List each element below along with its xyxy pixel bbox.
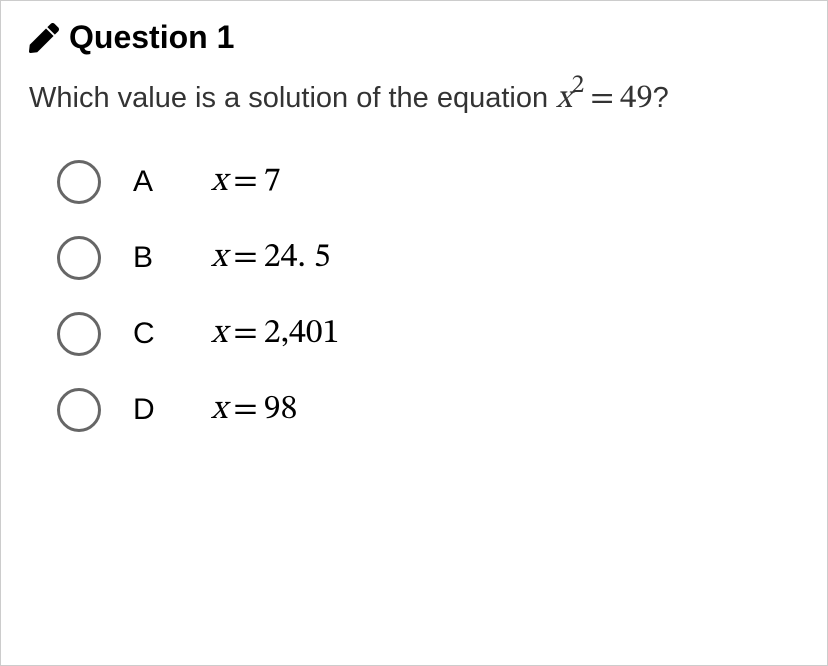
option-value: x=98 (211, 389, 297, 432)
math-variable: x (211, 393, 227, 427)
math-value: 24. 5 (264, 241, 331, 275)
option-letter: A (101, 165, 211, 199)
question-prompt: Which value is a solution of the equatio… (29, 76, 799, 122)
option-letter: B (101, 241, 211, 275)
equation-variable: x (556, 76, 572, 122)
equals-sign: = (227, 165, 263, 199)
equation-exponent: 2 (571, 68, 584, 104)
prompt-text-pre: Which value is a solution of the equatio… (29, 82, 556, 114)
option-a[interactable]: A x=7 (57, 160, 799, 204)
question-title: Question 1 (69, 19, 234, 56)
pencil-icon (29, 23, 59, 53)
radio-button[interactable] (57, 160, 101, 204)
option-value: x=24. 5 (211, 237, 331, 280)
radio-button[interactable] (57, 388, 101, 432)
equals-sign: = (227, 241, 263, 275)
equals-sign: = (227, 317, 263, 351)
radio-button[interactable] (57, 312, 101, 356)
equals-sign: = (227, 393, 263, 427)
option-b[interactable]: B x=24. 5 (57, 236, 799, 280)
math-value: 7 (264, 165, 281, 199)
prompt-text-post: ? (653, 82, 669, 114)
math-variable: x (211, 241, 227, 275)
math-value: 2,401 (264, 317, 340, 351)
question-header: Question 1 (29, 19, 799, 56)
equation-rhs: 49 (620, 76, 653, 122)
radio-button[interactable] (57, 236, 101, 280)
option-value: x=2,401 (211, 313, 339, 356)
math-variable: x (211, 165, 227, 199)
math-value: 98 (264, 393, 298, 427)
option-d[interactable]: D x=98 (57, 388, 799, 432)
option-value: x=7 (211, 161, 281, 204)
option-letter: C (101, 317, 211, 351)
prompt-equation: x2=49 (556, 76, 653, 122)
equals-sign: = (584, 76, 620, 122)
option-letter: D (101, 393, 211, 427)
options-list: A x=7 B x=24. 5 C x=2,401 D x=98 (29, 160, 799, 432)
option-c[interactable]: C x=2,401 (57, 312, 799, 356)
math-variable: x (211, 317, 227, 351)
